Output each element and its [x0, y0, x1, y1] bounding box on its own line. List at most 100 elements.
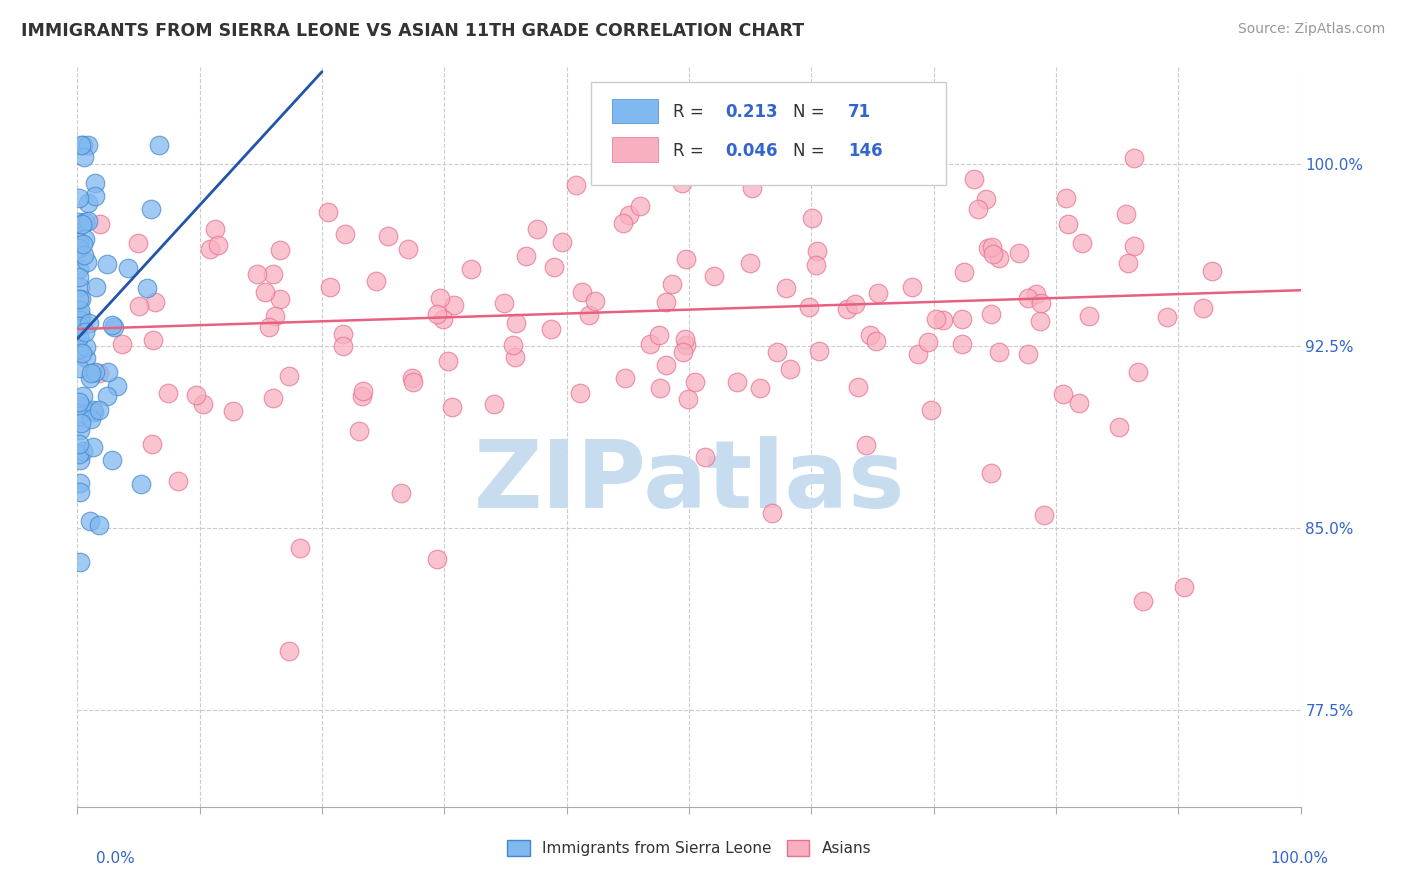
- Point: [69, 303, 91, 318]
- Point: [82, 440, 104, 454]
- Point: [932, 312, 955, 326]
- Point: [259, 320, 281, 334]
- Point: [806, 244, 828, 259]
- Point: [67, 191, 90, 205]
- Point: [67, 394, 90, 409]
- Point: [979, 307, 1001, 321]
- Point: [79, 316, 101, 330]
- Point: [1108, 419, 1130, 434]
- Point: [526, 222, 548, 236]
- Point: [332, 327, 354, 342]
- Point: [671, 176, 693, 190]
- Point: [70, 309, 93, 323]
- Point: [865, 334, 887, 349]
- Point: [920, 403, 942, 417]
- Point: [844, 296, 866, 310]
- Point: [799, 300, 821, 314]
- Point: [1057, 218, 1080, 232]
- Point: [254, 285, 277, 300]
- Point: [70, 292, 93, 306]
- Point: [1118, 256, 1140, 270]
- Point: [364, 274, 387, 288]
- Point: [316, 204, 339, 219]
- Point: [262, 267, 284, 281]
- Point: [1156, 310, 1178, 324]
- Point: [950, 312, 973, 326]
- Point: [87, 517, 110, 532]
- Point: [352, 389, 374, 403]
- Point: [515, 249, 537, 263]
- Point: [67, 235, 90, 250]
- Point: [846, 379, 869, 393]
- Point: [1191, 301, 1213, 316]
- Point: [207, 237, 229, 252]
- Point: [347, 425, 370, 439]
- Point: [89, 217, 111, 231]
- Point: [655, 358, 678, 372]
- Point: [72, 137, 94, 152]
- Point: [87, 403, 110, 417]
- Point: [695, 450, 717, 464]
- Point: [1052, 387, 1074, 401]
- Text: 71: 71: [848, 103, 872, 121]
- Point: [569, 386, 592, 401]
- Point: [84, 279, 107, 293]
- Point: [72, 443, 94, 458]
- Point: [67, 269, 90, 284]
- Point: [1077, 309, 1099, 323]
- Point: [564, 178, 586, 192]
- Point: [1017, 291, 1039, 305]
- Point: [1123, 239, 1146, 253]
- Point: [103, 319, 125, 334]
- Point: [67, 446, 90, 460]
- Point: [67, 262, 90, 277]
- Point: [277, 644, 299, 658]
- Point: [129, 477, 152, 491]
- Point: [503, 350, 526, 364]
- Point: [963, 172, 986, 186]
- Point: [73, 150, 96, 164]
- Point: [988, 252, 1011, 266]
- Y-axis label: 11th Grade: 11th Grade: [0, 393, 7, 481]
- Point: [648, 328, 671, 343]
- Text: N =: N =: [793, 103, 830, 121]
- Point: [128, 299, 150, 313]
- Text: 146: 146: [848, 142, 883, 160]
- Point: [87, 366, 110, 380]
- Point: [443, 298, 465, 312]
- Point: [69, 555, 91, 569]
- Point: [136, 281, 159, 295]
- Point: [72, 236, 94, 251]
- Point: [502, 338, 524, 352]
- Point: [1029, 296, 1052, 310]
- Point: [675, 252, 697, 266]
- Point: [67, 360, 90, 375]
- Point: [401, 371, 423, 385]
- Point: [628, 199, 651, 213]
- Point: [67, 409, 90, 423]
- Point: [67, 342, 90, 356]
- Point: [70, 346, 93, 360]
- Point: [1070, 235, 1092, 250]
- Point: [766, 345, 789, 359]
- Point: [139, 202, 162, 216]
- Point: [1173, 580, 1195, 594]
- Point: [184, 388, 207, 402]
- Text: 0.213: 0.213: [725, 103, 779, 121]
- Point: [77, 214, 100, 228]
- Point: [80, 412, 103, 426]
- Point: [974, 192, 997, 206]
- Point: [432, 311, 454, 326]
- Point: [76, 137, 98, 152]
- FancyBboxPatch shape: [591, 82, 946, 186]
- Point: [640, 337, 662, 351]
- Point: [1033, 508, 1056, 523]
- Point: [79, 514, 101, 528]
- Point: [578, 308, 600, 322]
- Point: [148, 137, 170, 152]
- Point: [76, 254, 98, 268]
- Point: [288, 541, 311, 556]
- Point: [775, 281, 797, 295]
- Point: [855, 438, 877, 452]
- Point: [614, 370, 637, 384]
